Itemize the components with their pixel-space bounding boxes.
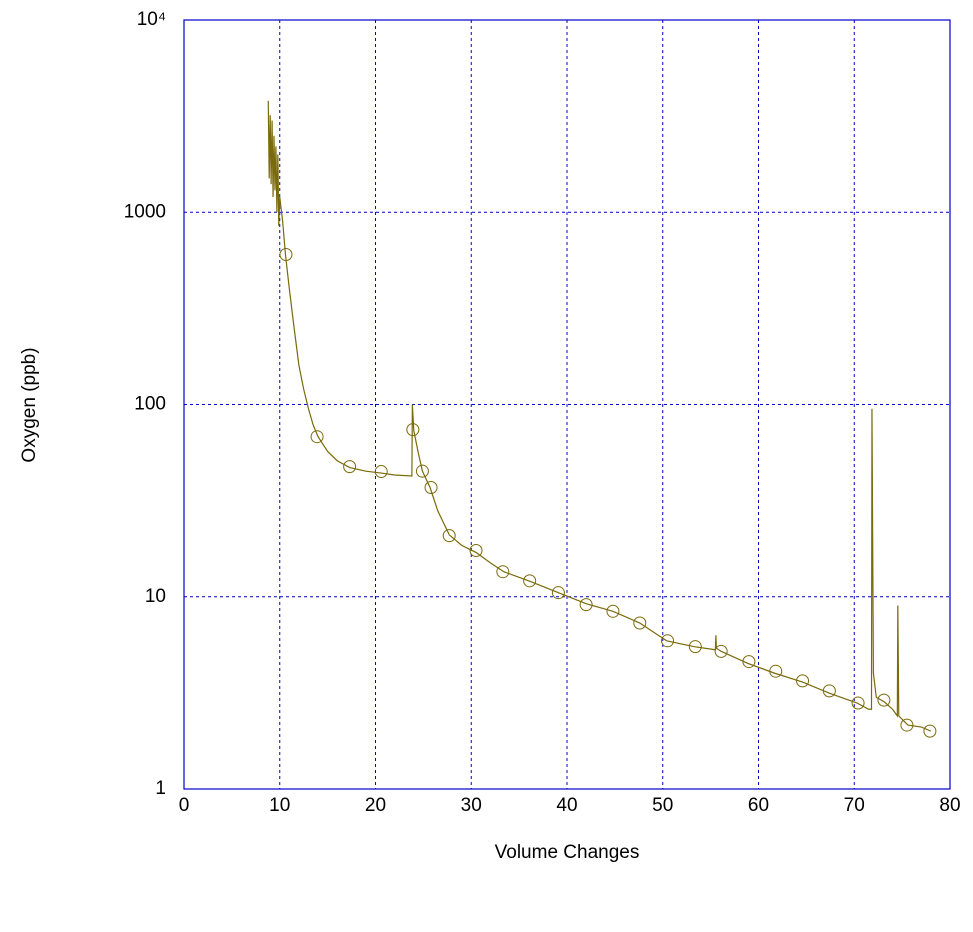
- marker: [742, 655, 756, 669]
- x-tick-label: 20: [365, 795, 386, 816]
- marker: [633, 616, 647, 630]
- marker: [415, 464, 429, 478]
- marker: [310, 430, 324, 444]
- marker: [406, 423, 420, 437]
- y-tick-label: 10⁴: [137, 9, 166, 30]
- marker: [877, 693, 891, 707]
- marker: [822, 684, 836, 698]
- marker: [923, 724, 937, 738]
- marker: [469, 544, 483, 558]
- marker: [523, 574, 537, 588]
- y-tick-label: 10: [145, 586, 166, 607]
- marker: [688, 640, 702, 654]
- data-line: [267, 100, 932, 732]
- x-tick-label: 10: [269, 795, 290, 816]
- marker: [606, 604, 620, 618]
- marker: [900, 718, 914, 732]
- x-tick-label: 30: [461, 795, 482, 816]
- x-axis-label: Volume Changes: [495, 842, 640, 863]
- x-tick-label: 80: [939, 795, 960, 816]
- marker: [374, 465, 388, 479]
- marker: [851, 696, 865, 710]
- y-tick-label: 1: [155, 778, 166, 799]
- y-tick-label: 100: [134, 394, 166, 415]
- y-axis-label: Oxygen (ppb): [19, 347, 40, 462]
- x-tick-label: 50: [652, 795, 673, 816]
- marker: [442, 529, 456, 543]
- marker: [424, 481, 438, 495]
- marker: [279, 247, 293, 261]
- x-tick-label: 0: [179, 795, 190, 816]
- x-tick-label: 40: [556, 795, 577, 816]
- y-tick-label: 1000: [124, 201, 166, 222]
- marker: [551, 586, 565, 600]
- marker: [343, 460, 357, 474]
- marker: [579, 598, 593, 612]
- marker: [769, 664, 783, 678]
- marker: [714, 644, 728, 658]
- marker: [796, 674, 810, 688]
- marker: [496, 565, 510, 579]
- x-tick-label: 60: [748, 795, 769, 816]
- x-tick-label: 70: [844, 795, 865, 816]
- marker: [661, 634, 675, 648]
